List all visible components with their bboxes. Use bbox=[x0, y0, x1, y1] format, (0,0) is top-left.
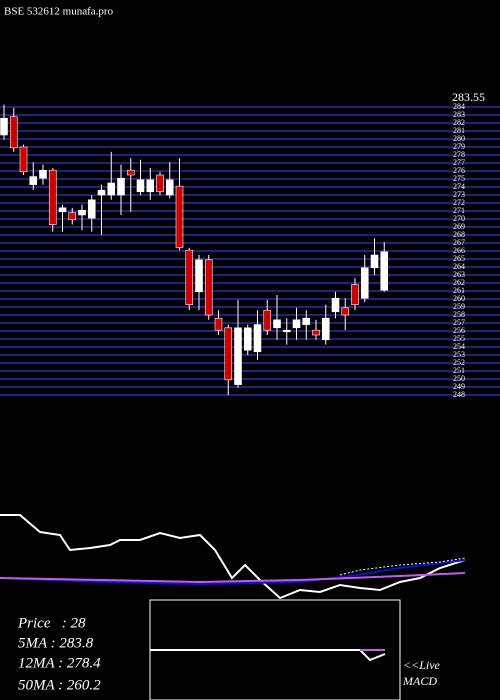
info-price: Price : 28 bbox=[17, 615, 86, 631]
y-tick-label: 250 bbox=[453, 374, 465, 383]
indicator-line bbox=[339, 557, 466, 576]
y-tick-label: 258 bbox=[453, 310, 465, 319]
y-tick-label: 254 bbox=[453, 342, 465, 351]
y-tick-label: 274 bbox=[453, 182, 465, 191]
y-tick-label: 279 bbox=[453, 142, 465, 151]
candle-body bbox=[68, 212, 77, 221]
y-tick-label: 284 bbox=[453, 102, 465, 111]
candle-body bbox=[273, 319, 281, 329]
candle-body bbox=[341, 307, 350, 316]
candle-body bbox=[312, 329, 320, 336]
candle-body bbox=[224, 327, 233, 381]
candle-body bbox=[78, 209, 86, 216]
y-tick-label: 264 bbox=[453, 262, 465, 271]
candle-body bbox=[156, 174, 164, 193]
candle-body bbox=[204, 259, 213, 316]
y-tick-label: 260 bbox=[453, 294, 465, 303]
candle-body bbox=[195, 259, 203, 293]
candle-body bbox=[146, 179, 155, 193]
y-tick-label: 270 bbox=[453, 214, 465, 223]
y-tick-label: 267 bbox=[453, 238, 465, 247]
indicator-line bbox=[150, 649, 386, 662]
y-tick-label: 276 bbox=[453, 166, 465, 175]
candle-body bbox=[351, 284, 359, 305]
candle-body bbox=[253, 324, 262, 353]
candle-body bbox=[107, 182, 116, 196]
info-50ma: 50MA : 260.2 bbox=[18, 677, 101, 693]
candle-body bbox=[29, 176, 38, 185]
y-tick-label: 257 bbox=[453, 318, 465, 327]
y-tick-label: 255 bbox=[453, 334, 465, 343]
y-tick-label: 249 bbox=[453, 382, 465, 391]
y-tick-label: 265 bbox=[453, 254, 465, 263]
chart-title: BSE 532612 munafa.pro bbox=[4, 6, 114, 18]
indicator-line bbox=[0, 572, 466, 584]
candle-body bbox=[380, 251, 389, 291]
candle-body bbox=[97, 189, 106, 196]
indicator-line bbox=[0, 514, 466, 600]
candle-body bbox=[282, 329, 291, 333]
y-tick-label: 251 bbox=[453, 366, 465, 375]
candle-body bbox=[185, 249, 194, 305]
y-tick-label: 277 bbox=[453, 158, 465, 167]
candle-body bbox=[243, 327, 252, 351]
candle-body bbox=[9, 116, 18, 149]
y-tick-label: 278 bbox=[453, 150, 465, 159]
y-tick-label: 268 bbox=[453, 230, 465, 239]
indicator-line bbox=[0, 559, 466, 586]
info-5ma: 5MA : 283.8 bbox=[18, 635, 94, 651]
candle-body bbox=[58, 207, 67, 213]
y-tick-label: 272 bbox=[453, 198, 465, 207]
y-tick-label: 266 bbox=[453, 246, 465, 255]
y-tick-label: 263 bbox=[453, 270, 465, 279]
candle-body bbox=[370, 254, 379, 269]
candle-body bbox=[331, 297, 340, 313]
y-tick-label: 282 bbox=[453, 118, 465, 127]
y-tick-label: 261 bbox=[453, 286, 465, 295]
info-12ma: 12MA : 278.4 bbox=[18, 655, 101, 671]
y-tick-label: 281 bbox=[453, 126, 465, 135]
y-tick-label: 262 bbox=[453, 278, 465, 287]
y-tick-label: 269 bbox=[453, 222, 465, 231]
y-tick-label: 280 bbox=[453, 134, 465, 143]
y-tick-label: 271 bbox=[453, 206, 465, 215]
live-label: <<Live bbox=[403, 658, 441, 672]
candle-body bbox=[321, 317, 330, 341]
price-label: 283.55 bbox=[452, 90, 485, 104]
candle-body bbox=[39, 169, 47, 179]
y-tick-label: 275 bbox=[453, 174, 465, 183]
candle-body bbox=[214, 317, 223, 331]
candle-body bbox=[234, 327, 242, 385]
candle-body bbox=[360, 267, 369, 299]
y-tick-label: 273 bbox=[453, 190, 465, 199]
y-tick-label: 256 bbox=[453, 326, 465, 335]
y-tick-label: 259 bbox=[453, 302, 465, 311]
candle-body bbox=[165, 179, 174, 196]
macd-label: MACD bbox=[402, 674, 437, 688]
candle-body bbox=[19, 146, 28, 173]
candle-body bbox=[117, 177, 125, 196]
y-tick-label: 253 bbox=[453, 350, 465, 359]
y-tick-label: 248 bbox=[453, 390, 465, 399]
candle-body bbox=[136, 179, 145, 193]
candle-body bbox=[0, 117, 8, 136]
candle-body bbox=[302, 317, 311, 325]
candle-body bbox=[175, 185, 184, 249]
candle-body bbox=[263, 309, 272, 331]
candle-body bbox=[48, 169, 57, 225]
candle-body bbox=[292, 319, 301, 329]
candle-body bbox=[126, 169, 135, 176]
y-tick-label: 283 bbox=[453, 110, 465, 119]
candle-body bbox=[87, 199, 96, 219]
y-tick-label: 252 bbox=[453, 358, 465, 367]
